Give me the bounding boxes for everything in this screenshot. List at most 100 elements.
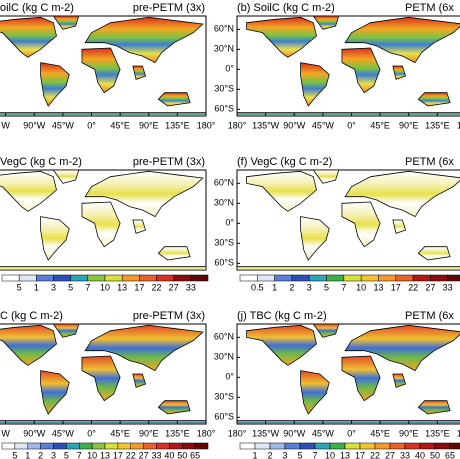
colorbar-label: 3: [51, 282, 56, 292]
lon-label: 135°E: [425, 120, 450, 130]
colorbar-label: 7: [77, 450, 82, 459]
panel-case: pre-PETM (3x): [133, 310, 205, 322]
colorbar-label: 13: [340, 450, 350, 459]
lon-label: 180°: [457, 428, 460, 438]
panel-title: (b) SoilC (kg C m-2): [237, 2, 335, 14]
colorbar-box: [117, 442, 131, 450]
colorbar-box: [1, 274, 20, 282]
colorbar-box: [404, 442, 421, 450]
lon-label: 180°: [228, 428, 247, 438]
lat-label: 30°N: [214, 198, 234, 208]
lat-label: 0°: [225, 64, 234, 74]
lon-label: 0°: [87, 428, 96, 438]
lon-label: 90°W: [23, 428, 46, 438]
panel-title: (f) VegC (kg C m-2): [237, 156, 332, 168]
colorbar-box: [194, 442, 209, 450]
colorbar-label: 5: [17, 282, 22, 292]
colorbar-box: [274, 274, 293, 282]
colorbar-label: 5: [324, 282, 329, 292]
lon-label: 45°E: [370, 428, 390, 438]
colorbar-label: 22: [126, 450, 136, 459]
lon-label: 180°: [457, 120, 460, 130]
lon-label: 180°: [197, 120, 216, 130]
lon-label: 90°E: [139, 120, 159, 130]
panel-title: oilC (kg C m-2): [0, 2, 74, 14]
colorbar-box: [299, 442, 316, 450]
colorbar-box: [66, 442, 80, 450]
colorbar-label: 33: [151, 450, 161, 459]
colorbar-box: [121, 274, 140, 282]
colorbar-box: [1, 442, 16, 450]
lat-label: 60°N: [214, 332, 234, 342]
colorbar-box: [173, 274, 192, 282]
colorbar-box: [419, 442, 436, 450]
lon-label: W: [1, 120, 10, 130]
colorbar-box: [291, 274, 310, 282]
lon-label: 90°W: [23, 120, 46, 130]
colorbar-box: [447, 274, 460, 282]
lon-label: 180°: [228, 120, 247, 130]
colorbar-label: 10: [356, 282, 366, 292]
lat-label: 60°S: [214, 258, 234, 268]
colorbar-box: [169, 442, 183, 450]
colorbar-box: [91, 442, 106, 450]
colorbar-label: 3: [282, 450, 287, 459]
colorbar-label: 5: [297, 450, 302, 459]
colorbar-box: [40, 442, 54, 450]
lon-label: 90°E: [399, 120, 419, 130]
colorbar-box: [326, 274, 345, 282]
colorbar-label: 50: [177, 450, 187, 459]
lon-label: 45°W: [52, 120, 75, 130]
colorbar-label: 1: [272, 282, 277, 292]
panel-title: (j) TBC (kg C m-2): [237, 310, 327, 322]
colorbar-box: [284, 442, 301, 450]
colorbar-label: 65: [445, 450, 455, 459]
colorbar-label: 33: [443, 282, 453, 292]
lon-label: 0°: [347, 428, 356, 438]
panel-case: pre-PETM (3x): [133, 2, 205, 14]
colorbar-label: 10: [87, 450, 97, 459]
lon-label: 135°E: [165, 428, 190, 438]
colorbar-label: 65: [190, 450, 200, 459]
colorbar-box: [156, 442, 170, 450]
colorbar-label: 22: [408, 282, 418, 292]
colorbar-box: [239, 274, 258, 282]
colorbar-box: [329, 442, 346, 450]
lon-label: 45°E: [370, 120, 390, 130]
lon-label: 135°E: [165, 120, 190, 130]
panel-title: C (kg C m-2): [0, 310, 63, 322]
colorbar-box: [190, 274, 209, 282]
colorbar-label: 17: [391, 282, 401, 292]
colorbar-label: 1: [252, 450, 257, 459]
colorbar-box: [314, 442, 331, 450]
colorbar-box: [104, 442, 119, 450]
colorbar-box: [14, 442, 28, 450]
colorbar-label: 22: [151, 282, 161, 292]
colorbar-label: 22: [370, 450, 380, 459]
colorbar-box: [87, 274, 106, 282]
colorbar-box: [412, 274, 431, 282]
colorbar-box: [430, 274, 448, 282]
colorbar-label: 27: [385, 450, 395, 459]
panel-title: VegC (kg C m-2): [0, 156, 82, 168]
colorbar-box: [27, 442, 41, 450]
lon-label: W: [1, 428, 10, 438]
colorbar-box: [18, 274, 37, 282]
colorbar-box: [53, 274, 71, 282]
colorbar-label: 50: [430, 450, 440, 459]
colorbar-box: [79, 442, 93, 450]
lon-label: 0°: [347, 120, 356, 130]
colorbar-label: 1: [25, 450, 30, 459]
colorbar-box: [449, 442, 460, 450]
colorbar-box: [70, 274, 89, 282]
colorbar-box: [143, 442, 157, 450]
colorbar-label: 5: [64, 450, 69, 459]
colorbar-box: [344, 442, 361, 450]
lon-label: 90°W: [283, 120, 306, 130]
colorbar-label: 7: [312, 450, 317, 459]
lon-label: 0°: [87, 120, 96, 130]
colorbar-box: [239, 442, 256, 450]
panel-case: PETM (6x: [405, 2, 454, 14]
colorbar-box: [139, 274, 157, 282]
colorbar-label: 1: [34, 282, 39, 292]
